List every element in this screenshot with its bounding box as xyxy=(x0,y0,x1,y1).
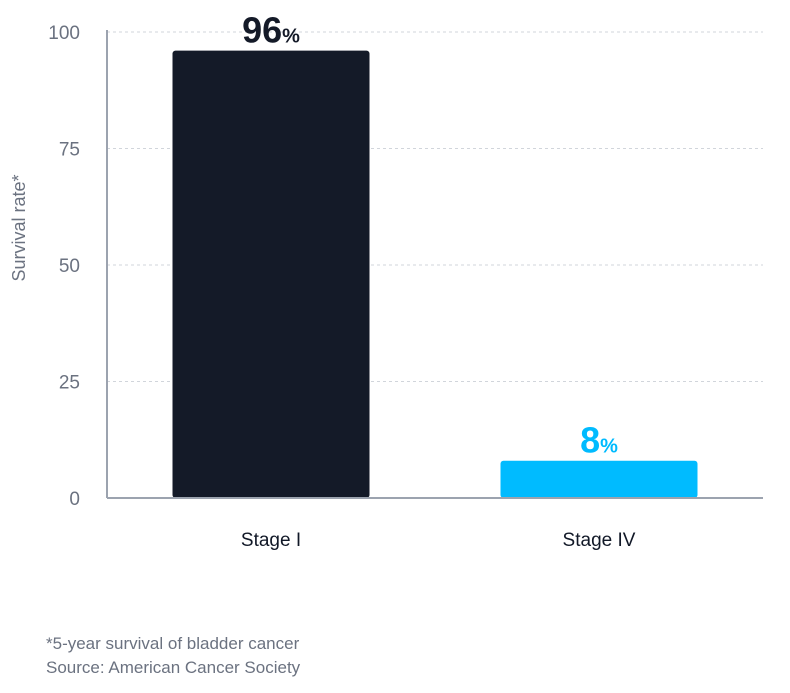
y-axis-label: Survival rate* xyxy=(9,174,29,281)
bars xyxy=(172,50,698,498)
x-category-label: Stage I xyxy=(241,530,301,551)
source-note: Source: American Cancer Society xyxy=(46,658,301,677)
y-tick-label: 100 xyxy=(48,23,80,44)
value-labels: 96% 8% xyxy=(242,10,618,461)
y-tick-label: 50 xyxy=(59,256,80,277)
footnote: *5-year survival of bladder cancer xyxy=(46,634,300,653)
y-axis-ticks: 0 25 50 75 100 xyxy=(48,23,80,510)
y-tick-label: 0 xyxy=(69,489,80,510)
y-tick-label: 75 xyxy=(59,140,80,161)
value-label: 96% xyxy=(242,10,300,51)
bar-stage-i xyxy=(172,50,370,498)
x-category-label: Stage IV xyxy=(563,530,636,551)
y-tick-label: 25 xyxy=(59,373,80,394)
value-label: 8% xyxy=(580,420,618,461)
x-axis-categories: Stage I Stage IV xyxy=(241,530,636,551)
bar-stage-iv xyxy=(500,460,698,498)
